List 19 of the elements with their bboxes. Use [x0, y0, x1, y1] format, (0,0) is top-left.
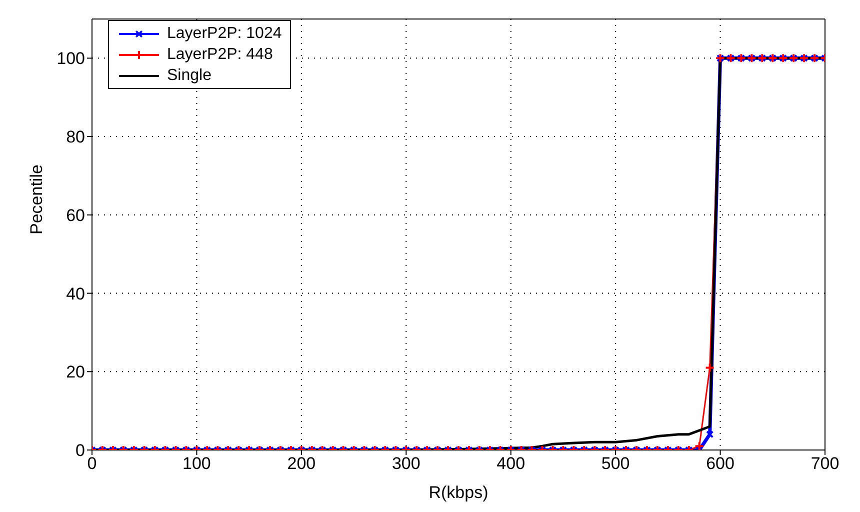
- x-tick-label: 100: [182, 454, 211, 474]
- y-axis-title: Pecentile: [27, 164, 46, 234]
- x-tick-label: 600: [706, 454, 734, 474]
- x-tick-label: 500: [601, 454, 630, 474]
- x-tick-label: 300: [392, 454, 420, 474]
- x-tick-label: 0: [87, 454, 97, 474]
- legend-label: LayerP2P: 448: [167, 46, 273, 64]
- y-tick-label: 80: [66, 128, 85, 147]
- legend-label: LayerP2P: 1024: [167, 24, 282, 42]
- y-tick-label: 40: [66, 284, 85, 304]
- y-tick-label: 20: [66, 362, 85, 382]
- x-tick-label: 400: [496, 454, 526, 474]
- legend-label: Single: [167, 66, 212, 84]
- y-tick-label: 100: [56, 49, 85, 68]
- y-tick-label: 0: [76, 441, 85, 460]
- y-tick-label: 60: [66, 206, 85, 225]
- x-tick-label: 200: [287, 454, 316, 474]
- x-tick-label: 700: [810, 454, 840, 474]
- x-axis-title: R(kbps): [428, 483, 488, 502]
